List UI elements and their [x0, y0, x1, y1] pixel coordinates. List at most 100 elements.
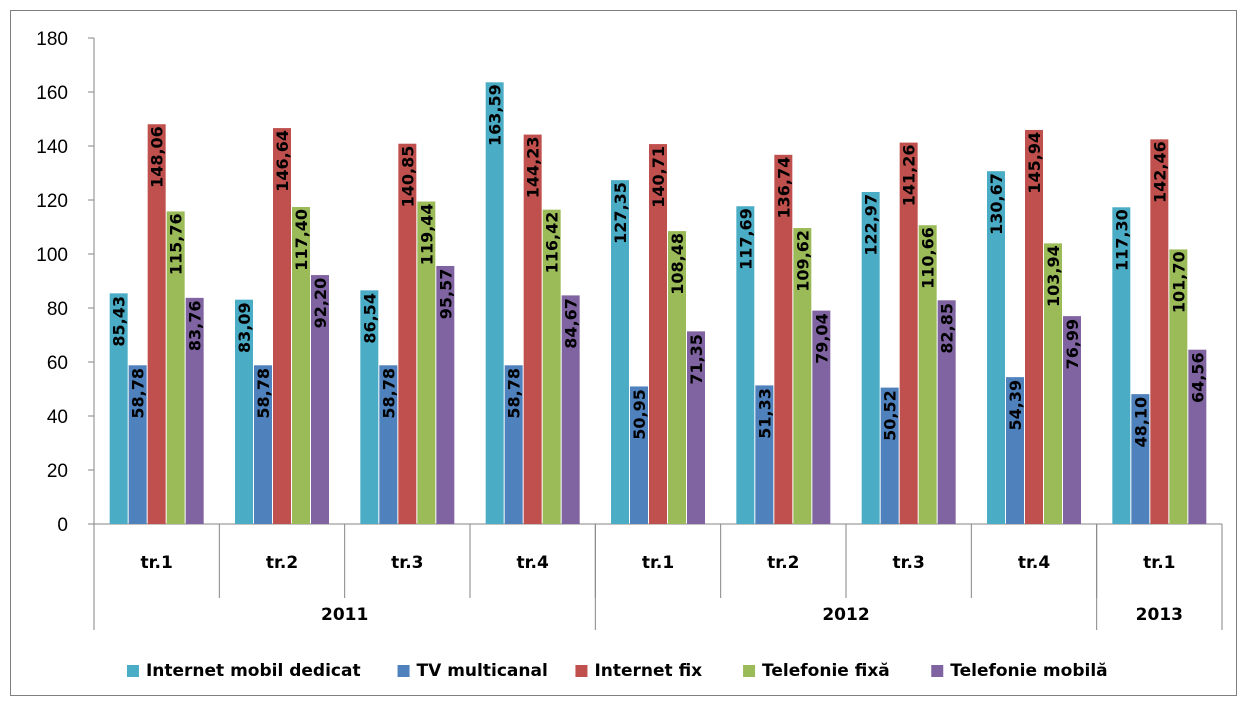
data-label: 148,06 — [148, 126, 167, 188]
data-label: 76,99 — [1063, 319, 1082, 370]
bar — [937, 300, 956, 524]
y-tick-label: 60 — [47, 353, 68, 374]
y-tick-label: 100 — [36, 245, 68, 266]
legend-swatch — [931, 665, 944, 677]
y-tick-label: 140 — [36, 137, 68, 158]
bar — [861, 191, 880, 524]
bar — [292, 207, 310, 524]
bar — [561, 295, 580, 524]
legend-label: Telefonie fixă — [762, 661, 890, 681]
bar — [630, 386, 648, 524]
bar — [668, 231, 686, 524]
data-label: 83,09 — [235, 302, 254, 353]
bar — [812, 310, 831, 524]
bar — [987, 171, 1005, 525]
y-tick-label: 80 — [47, 299, 68, 320]
bar — [1044, 243, 1062, 524]
bar — [899, 142, 918, 524]
legend-swatch — [575, 665, 588, 677]
bar — [649, 144, 667, 524]
bar — [1150, 139, 1169, 524]
data-label: 58,78 — [254, 368, 273, 419]
bar — [523, 134, 542, 525]
category-label: tr.1 — [642, 553, 674, 573]
bar — [1025, 129, 1043, 524]
bar — [1188, 349, 1207, 524]
data-label: 71,35 — [687, 334, 706, 385]
data-label: 101,70 — [1169, 251, 1188, 313]
bar — [379, 365, 398, 524]
bar — [485, 82, 504, 524]
data-label: 95,57 — [436, 269, 455, 320]
year-label: 2012 — [822, 605, 869, 625]
legend-label: Internet fix — [594, 661, 702, 681]
data-label: 83,76 — [186, 301, 205, 352]
data-label: 103,94 — [1044, 245, 1063, 307]
legend-label: Telefonie mobilă — [950, 661, 1107, 681]
data-label: 58,78 — [505, 368, 524, 419]
category-label: tr.1 — [140, 553, 172, 573]
category-label: tr.3 — [391, 553, 423, 573]
year-label: 2013 — [1136, 605, 1183, 625]
bar — [736, 206, 755, 524]
bar — [880, 387, 899, 524]
legend-label: Internet mobil dedicat — [146, 661, 361, 681]
data-label: 127,35 — [611, 182, 630, 244]
bar — [1169, 249, 1188, 524]
bar — [128, 365, 147, 524]
data-label: 50,95 — [630, 389, 649, 440]
data-label: 146,64 — [273, 130, 292, 192]
category-label: tr.2 — [266, 553, 298, 573]
data-label: 54,39 — [1006, 380, 1025, 431]
bar — [774, 154, 793, 524]
data-label: 85,43 — [110, 296, 129, 347]
bar — [398, 143, 417, 524]
data-label: 58,78 — [129, 368, 148, 419]
data-label: 136,74 — [774, 157, 793, 219]
bar — [436, 265, 455, 524]
data-label: 115,76 — [167, 213, 186, 275]
data-label: 84,67 — [562, 298, 581, 349]
legend-swatch — [126, 665, 139, 677]
y-tick-label: 180 — [36, 29, 68, 50]
data-label: 108,48 — [668, 233, 687, 295]
bar — [311, 275, 329, 524]
category-label: tr.4 — [516, 553, 549, 573]
data-label: 51,33 — [755, 388, 774, 439]
data-label: 145,94 — [1025, 132, 1044, 194]
data-label: 92,20 — [311, 278, 330, 329]
data-label: 117,30 — [1112, 209, 1131, 271]
bar — [542, 209, 561, 524]
data-label: 142,46 — [1150, 141, 1169, 203]
bar — [504, 365, 523, 524]
bar — [147, 124, 166, 524]
category-label: tr.4 — [1018, 553, 1051, 573]
bar — [611, 180, 629, 524]
bar — [687, 331, 705, 524]
data-label: 110,66 — [919, 227, 938, 289]
data-label: 144,23 — [524, 137, 543, 199]
bar — [1063, 316, 1081, 524]
data-label: 140,85 — [398, 146, 417, 208]
bar — [793, 228, 812, 524]
data-label: 79,04 — [812, 313, 831, 364]
bar — [273, 128, 291, 524]
bar — [1006, 377, 1024, 524]
data-label: 117,69 — [736, 208, 755, 270]
bar — [417, 201, 436, 524]
y-tick-label: 40 — [47, 407, 68, 428]
y-tick-label: 160 — [36, 83, 68, 104]
year-label: 2011 — [321, 605, 368, 625]
y-tick-label: 0 — [57, 515, 68, 536]
bar — [185, 297, 204, 524]
data-label: 130,67 — [987, 173, 1006, 235]
category-label: tr.1 — [1143, 553, 1175, 573]
data-label: 64,56 — [1188, 352, 1207, 403]
bar — [235, 299, 253, 524]
data-label: 109,62 — [793, 230, 812, 292]
bar — [254, 365, 272, 524]
data-label: 82,85 — [938, 303, 957, 354]
bar — [755, 385, 774, 524]
bar — [918, 225, 937, 524]
